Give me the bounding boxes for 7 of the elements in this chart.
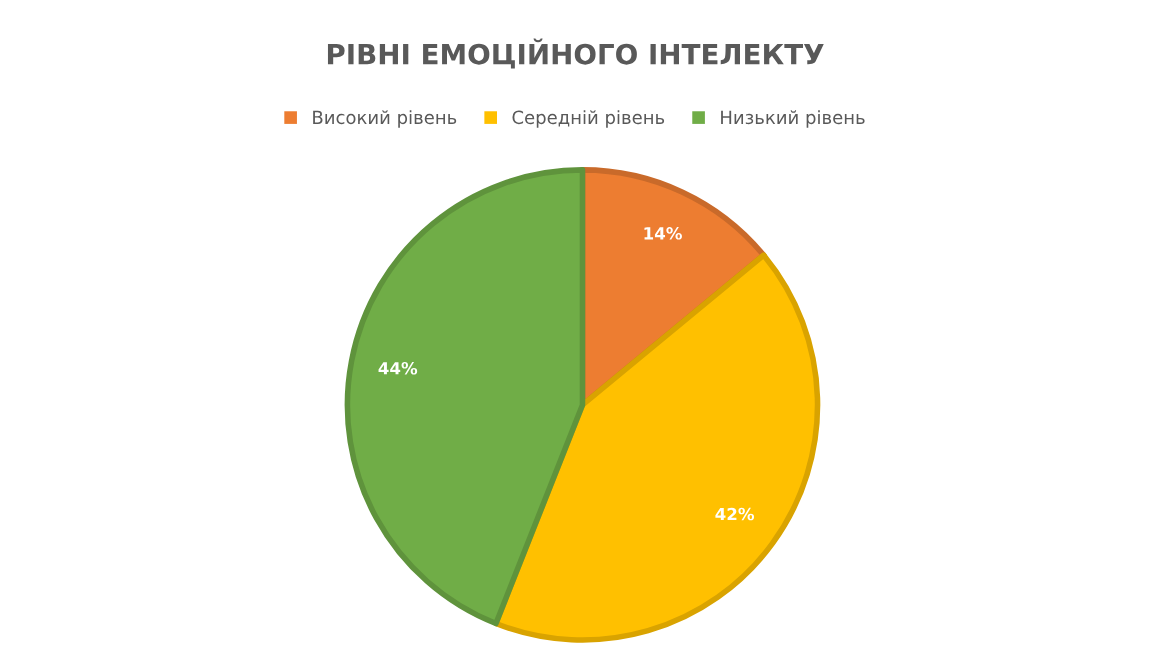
chart-title: РІВНІ ЕМОЦІЙНОГО ІНТЕЛЕКТУ: [327, 38, 824, 69]
data-label: 44%: [378, 361, 418, 375]
data-label: 42%: [715, 507, 755, 521]
data-label: 14%: [644, 227, 682, 240]
legend-label: Низький рівень: [721, 110, 865, 128]
legend-label: Середній рівень: [512, 110, 665, 128]
legend-label: Високий рівень: [313, 110, 457, 128]
